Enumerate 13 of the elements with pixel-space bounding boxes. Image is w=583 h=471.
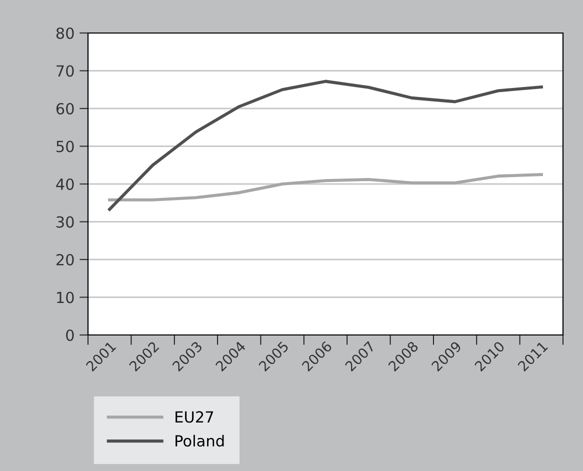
y-tick-label: 80	[56, 27, 74, 40]
y-tick-label: 50	[56, 140, 74, 152]
y-tick-label: 0	[66, 329, 74, 342]
y-tick-label: 30	[56, 216, 74, 228]
legend-label: Poland	[176, 434, 224, 447]
y-tick-label: 20	[56, 254, 74, 266]
line-series	[108, 173, 543, 202]
y-tick-label: 10	[57, 292, 74, 304]
legend-label: EU27	[176, 411, 214, 423]
y-tick-label: 60	[56, 102, 74, 115]
line-series	[108, 80, 543, 211]
y-tick-label: 70	[56, 65, 74, 77]
y-tick-label: 40	[56, 178, 74, 190]
